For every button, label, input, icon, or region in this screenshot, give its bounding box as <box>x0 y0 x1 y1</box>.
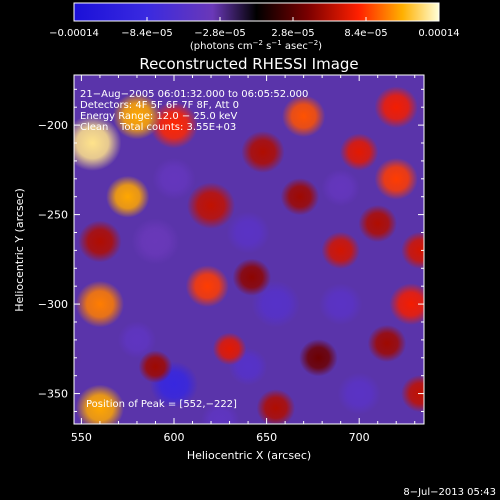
colorbar-tick-label: −2.8e−05 <box>194 28 246 39</box>
emission-source <box>78 220 122 263</box>
x-axis-label: Heliocentric X (arcsec) <box>187 449 311 462</box>
y-tick-label: −350 <box>38 388 68 401</box>
emission-source <box>138 350 173 384</box>
emission-source <box>256 389 296 424</box>
emission-source <box>251 280 300 328</box>
annotations: 21−Aug−2005 06:01:32.000 to 06:05:52.000… <box>80 89 308 410</box>
annotation-energy-range: Energy Range: 12.0 − 25.0 keV <box>80 111 237 122</box>
emission-source <box>281 95 326 138</box>
emission-source <box>74 115 122 171</box>
chart-title: Reconstructed RHESSI Image <box>139 55 358 73</box>
emission-source <box>367 324 407 363</box>
emission-source <box>299 339 338 377</box>
emission-source <box>414 90 424 124</box>
y-axis-label: Heliocentric Y (arcsec) <box>13 188 26 312</box>
colorbar-tick-label: −8.4e−05 <box>121 28 173 39</box>
annotation-method: Clean <box>80 122 108 133</box>
timestamp: 8−Jul−2013 05:43 <box>403 487 496 498</box>
emission-source <box>74 342 83 373</box>
y-tick-label: −200 <box>38 119 68 132</box>
colorbar-ticks: −0.00014 −8.4e−05 −2.8e−05 2.8e−05 8.4e−05 0.… <box>49 17 460 39</box>
annotation-peak-position: Position of Peak = [552,−222] <box>86 399 237 410</box>
emission-source <box>374 86 418 129</box>
emission-source <box>149 101 199 149</box>
colorbar-tick-label: −0.00014 <box>49 28 99 39</box>
emission-source <box>280 178 320 216</box>
emission-source <box>112 92 162 140</box>
emission-source <box>241 131 285 173</box>
axis-ticks: 550 600 650 700 −200 −250 −300 −350 <box>38 75 424 444</box>
plot-frame <box>73 74 425 425</box>
x-tick-label: 650 <box>256 431 277 444</box>
x-tick-label: 700 <box>349 431 370 444</box>
y-tick-label: −300 <box>38 298 68 311</box>
emission-source <box>75 280 124 328</box>
annotation-time-range: 21−Aug−2005 06:01:32.000 to 06:05:52.000 <box>80 89 308 100</box>
emission-source <box>358 204 397 243</box>
emission-source <box>339 133 379 171</box>
colorbar-tick-label: 8.4e−05 <box>344 28 387 39</box>
emission-source <box>389 283 424 326</box>
annotation-total-counts: Total counts: 3.55E+03 <box>119 122 236 133</box>
emission-source <box>401 231 424 270</box>
emission-source <box>319 283 363 326</box>
heatmap-image <box>74 75 424 424</box>
colorbar <box>73 2 440 22</box>
x-tick-label: 600 <box>164 431 185 444</box>
emission-source <box>226 211 270 254</box>
emission-source <box>117 321 157 359</box>
emission-source <box>212 332 247 366</box>
y-tick-label: −250 <box>38 209 68 222</box>
emission-source <box>185 265 229 308</box>
emission-source <box>374 157 418 200</box>
annotation-detectors: Detectors: 4F 5F 6F 7F 8F, Att 0 <box>80 100 239 111</box>
emission-source <box>186 182 236 229</box>
emission-source <box>337 372 381 415</box>
emission-source <box>321 231 360 270</box>
colorbar-tick-label: 2.8e−05 <box>271 28 314 39</box>
emission-source <box>321 169 360 207</box>
emission-source <box>106 175 150 218</box>
emission-source <box>152 157 196 200</box>
emission-source <box>201 401 240 424</box>
emission-source <box>401 374 424 413</box>
x-tick-label: 550 <box>71 431 92 444</box>
colorbar-tick-label: 0.00014 <box>418 28 459 39</box>
emission-source <box>131 218 180 265</box>
emission-source <box>75 384 124 424</box>
colorbar-units: (photons cm−2 s−1 asec−2) <box>190 39 322 52</box>
emission-source <box>232 258 272 296</box>
